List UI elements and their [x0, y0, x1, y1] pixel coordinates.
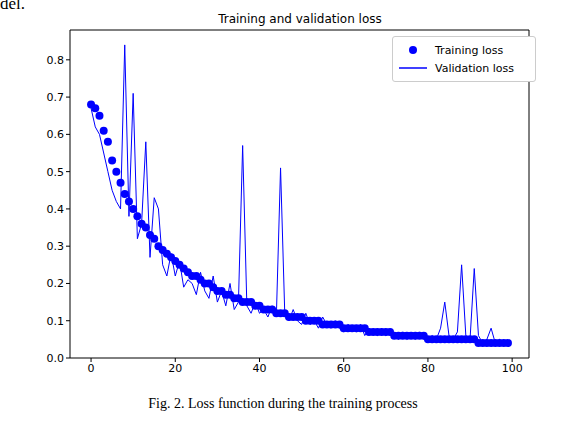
svg-text:0.7: 0.7 — [47, 91, 65, 104]
svg-text:0.6: 0.6 — [47, 128, 65, 141]
svg-text:80: 80 — [421, 362, 435, 375]
svg-text:0.4: 0.4 — [47, 203, 65, 216]
svg-text:0.2: 0.2 — [47, 277, 65, 290]
svg-text:100: 100 — [502, 362, 523, 375]
html-text:Training and validation loss: Training and validation loss — [218, 12, 382, 26]
svg-text:0.8: 0.8 — [47, 54, 65, 67]
svg-text:0.5: 0.5 — [47, 166, 65, 179]
html-text:Validation loss: Validation loss — [435, 61, 515, 75]
svg-text:60: 60 — [337, 362, 351, 375]
html-text:Fig. 2. Loss function during t: Fig. 2. Loss function during the trainin… — [148, 396, 418, 411]
svg-text:0: 0 — [88, 362, 95, 375]
svg-text:20: 20 — [168, 362, 182, 375]
svg-text:0.3: 0.3 — [47, 240, 65, 253]
svg-text:0.1: 0.1 — [47, 315, 65, 328]
html-text:Training loss: Training loss — [435, 43, 504, 57]
svg-text:40: 40 — [252, 362, 266, 375]
svg-text:0.0: 0.0 — [47, 352, 65, 365]
